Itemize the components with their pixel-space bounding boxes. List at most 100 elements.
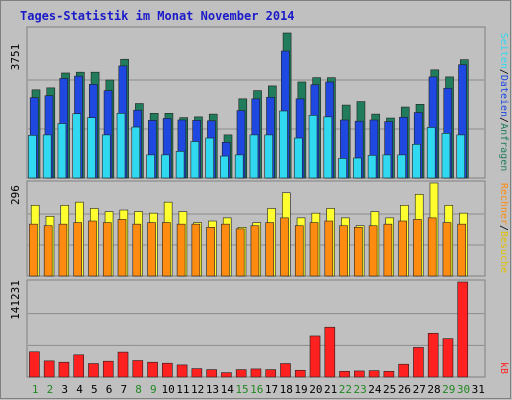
- bar-kbytes: [235, 369, 247, 378]
- bar-kbytes: [206, 369, 217, 378]
- bar-pages: [190, 141, 200, 179]
- bar-sites: [206, 227, 215, 277]
- x-tick-label-day: 14: [221, 383, 235, 396]
- bar-kbytes: [442, 338, 454, 378]
- legend-hits-files-pages: Seiten/Dateien/Anfragen: [498, 33, 509, 172]
- bar-sites: [221, 223, 230, 277]
- x-tick-label-day: 5: [91, 383, 98, 396]
- bar-kbytes: [368, 370, 380, 378]
- legend-separator: /: [498, 225, 509, 231]
- x-tick-label-day: 20: [309, 383, 322, 396]
- bar-sites: [309, 222, 319, 277]
- bar-kbytes: [339, 370, 350, 378]
- x-tick-label-day: 31: [472, 383, 485, 396]
- bar-sites: [280, 217, 289, 277]
- bar-pages: [101, 134, 111, 179]
- x-tick-label-day: 16: [250, 383, 263, 396]
- bar-sites: [442, 222, 452, 277]
- bar-pages: [28, 134, 37, 179]
- x-tick-label-day: 18: [280, 383, 293, 396]
- legend-separator: /: [498, 117, 509, 123]
- y-max-label-hits: 3751: [9, 44, 22, 71]
- x-tick-label-day: 3: [61, 383, 68, 396]
- x-tick-label-day: 29: [442, 383, 455, 396]
- x-tick-label-day: 23: [354, 383, 367, 396]
- bar-pages: [353, 157, 362, 179]
- bar-sites: [354, 227, 363, 277]
- bar-pages: [57, 123, 67, 179]
- bar-sites: [383, 223, 393, 277]
- x-tick-label-day: 17: [265, 383, 278, 396]
- bars: [28, 32, 469, 378]
- bar-kbytes: [413, 347, 424, 378]
- bar-sites: [294, 225, 304, 277]
- bar-kbytes: [162, 362, 173, 378]
- bar-pages: [234, 154, 244, 179]
- x-tick-label-day: 30: [457, 383, 470, 396]
- bar-kbytes: [427, 332, 439, 378]
- bar-kbytes: [457, 281, 469, 378]
- x-tick-label-day: 25: [383, 383, 396, 396]
- x-tick-label-day: 21: [324, 383, 337, 396]
- bar-pages: [42, 134, 52, 179]
- legend-sites: Rechner: [498, 183, 509, 225]
- bar-pages: [323, 116, 333, 179]
- bar-sites: [398, 220, 407, 277]
- bar-kbytes: [280, 363, 291, 378]
- bar-kbytes: [147, 361, 158, 378]
- bar-pages: [412, 143, 421, 179]
- bar-pages: [161, 154, 170, 179]
- x-tick-label-day: 12: [191, 383, 204, 396]
- bar-kbytes: [383, 370, 395, 378]
- bar-kbytes: [73, 354, 85, 378]
- bar-sites: [117, 219, 127, 277]
- bar-pages: [146, 154, 155, 179]
- x-tick-label-day: 28: [427, 383, 440, 396]
- bar-pages: [249, 134, 259, 179]
- legend-visits: Besuche: [498, 231, 509, 273]
- bar-sites: [191, 223, 201, 277]
- x-tick-label-day: 1: [32, 383, 39, 396]
- bar-pages: [293, 137, 303, 179]
- bar-sites: [88, 220, 97, 277]
- x-tick-label-day: 6: [106, 383, 113, 396]
- bar-sites: [250, 225, 260, 277]
- bar-sites: [29, 223, 38, 277]
- y-max-label-visits: 296: [9, 185, 22, 205]
- legend-separator: /: [498, 69, 509, 75]
- bar-pages: [338, 158, 347, 179]
- bar-pages: [116, 113, 126, 179]
- bar-kbytes: [43, 360, 55, 378]
- bar-sites: [58, 223, 68, 277]
- x-tick-label-day: 22: [339, 383, 352, 396]
- bar-sites: [427, 217, 437, 277]
- bar-kbytes: [250, 368, 262, 378]
- chart-title: Tages-Statistik im Monat November 2014: [20, 9, 295, 23]
- bar-pages: [131, 126, 141, 179]
- bar-kbytes: [117, 351, 129, 378]
- bar-sites: [368, 225, 378, 277]
- bar-pages: [308, 114, 318, 179]
- bar-pages: [220, 155, 229, 179]
- x-tick-label-day: 13: [206, 383, 219, 396]
- bar-sites: [265, 222, 275, 277]
- bar-pages: [72, 113, 82, 179]
- bar-kbytes: [88, 363, 99, 378]
- x-tick-label-day: 7: [121, 383, 128, 396]
- bar-pages: [175, 151, 185, 179]
- bar-kbytes: [176, 364, 188, 378]
- bar-sites: [413, 219, 422, 277]
- bar-kbytes: [324, 326, 336, 378]
- bar-kbytes: [309, 335, 321, 378]
- x-tick-label-day: 2: [47, 383, 54, 396]
- x-tick-label-day: 27: [413, 383, 426, 396]
- bar-pages: [382, 154, 392, 179]
- x-tick-label-day: 4: [76, 383, 83, 396]
- bar-kbytes: [265, 369, 277, 378]
- x-tick-label-day: 15: [235, 383, 248, 396]
- bar-sites: [235, 228, 245, 277]
- bar-sites: [324, 220, 334, 277]
- x-tick-label-day: 9: [150, 383, 157, 396]
- bar-sites: [147, 222, 156, 277]
